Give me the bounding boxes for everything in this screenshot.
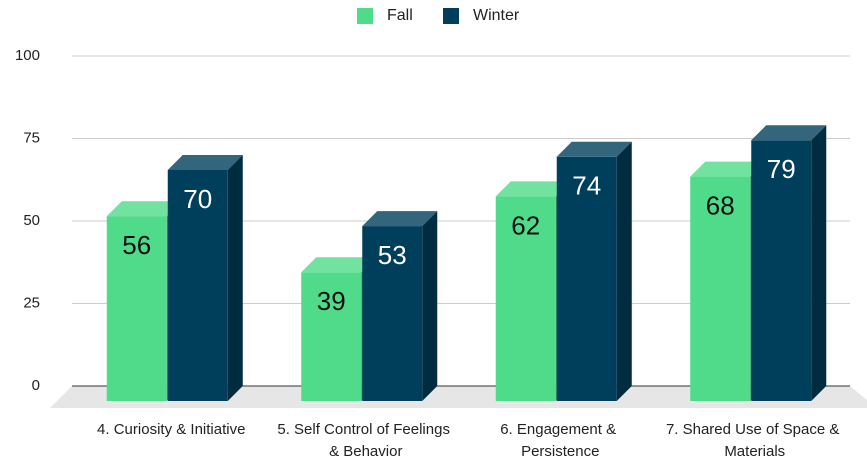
- bar: [495, 196, 556, 401]
- value-label: 39: [317, 286, 346, 316]
- x-tick-label: 5. Self Control of Feelings & Behavior: [277, 421, 454, 460]
- value-label: 70: [183, 184, 212, 214]
- y-tick-label: 50: [23, 212, 40, 229]
- bar-side: [616, 141, 632, 402]
- value-label: 68: [706, 190, 735, 220]
- bar: [301, 272, 362, 401]
- legend-swatch: [357, 8, 373, 24]
- legend-swatch: [443, 8, 459, 24]
- y-tick-label: 75: [23, 129, 40, 146]
- bar: [690, 176, 751, 401]
- x-tick-label: 4. Curiosity & Initiative: [97, 421, 245, 438]
- bar-top: [167, 155, 243, 170]
- bar: [556, 156, 617, 401]
- x-tick-label: 6. Engagement & Persistence: [500, 421, 620, 460]
- bar-side: [422, 211, 438, 401]
- bar-top: [556, 141, 632, 157]
- bar-top: [495, 181, 571, 197]
- x-tick-label: 7. Shared Use of Space & Materials: [666, 421, 844, 460]
- bar-top: [362, 211, 438, 227]
- bar-top: [301, 257, 377, 273]
- bar: [751, 140, 812, 402]
- value-label: 62: [511, 210, 540, 240]
- legend-label: Fall: [387, 7, 413, 24]
- value-label: 79: [767, 154, 796, 184]
- bar-side: [811, 125, 827, 402]
- legend-label: Winter: [473, 7, 520, 24]
- bar-top: [751, 125, 827, 141]
- y-tick-label: 25: [23, 294, 40, 311]
- bar-side: [227, 155, 243, 401]
- bar-top: [106, 201, 182, 217]
- value-label: 56: [122, 230, 151, 260]
- floor: [50, 386, 867, 408]
- value-label: 74: [572, 171, 601, 201]
- bar: [167, 170, 228, 401]
- value-label: 53: [378, 240, 407, 270]
- bar-top: [690, 161, 766, 177]
- bar: [106, 216, 167, 401]
- y-tick-label: 100: [15, 47, 40, 64]
- bar: [362, 226, 423, 401]
- y-tick-label: 0: [32, 377, 40, 394]
